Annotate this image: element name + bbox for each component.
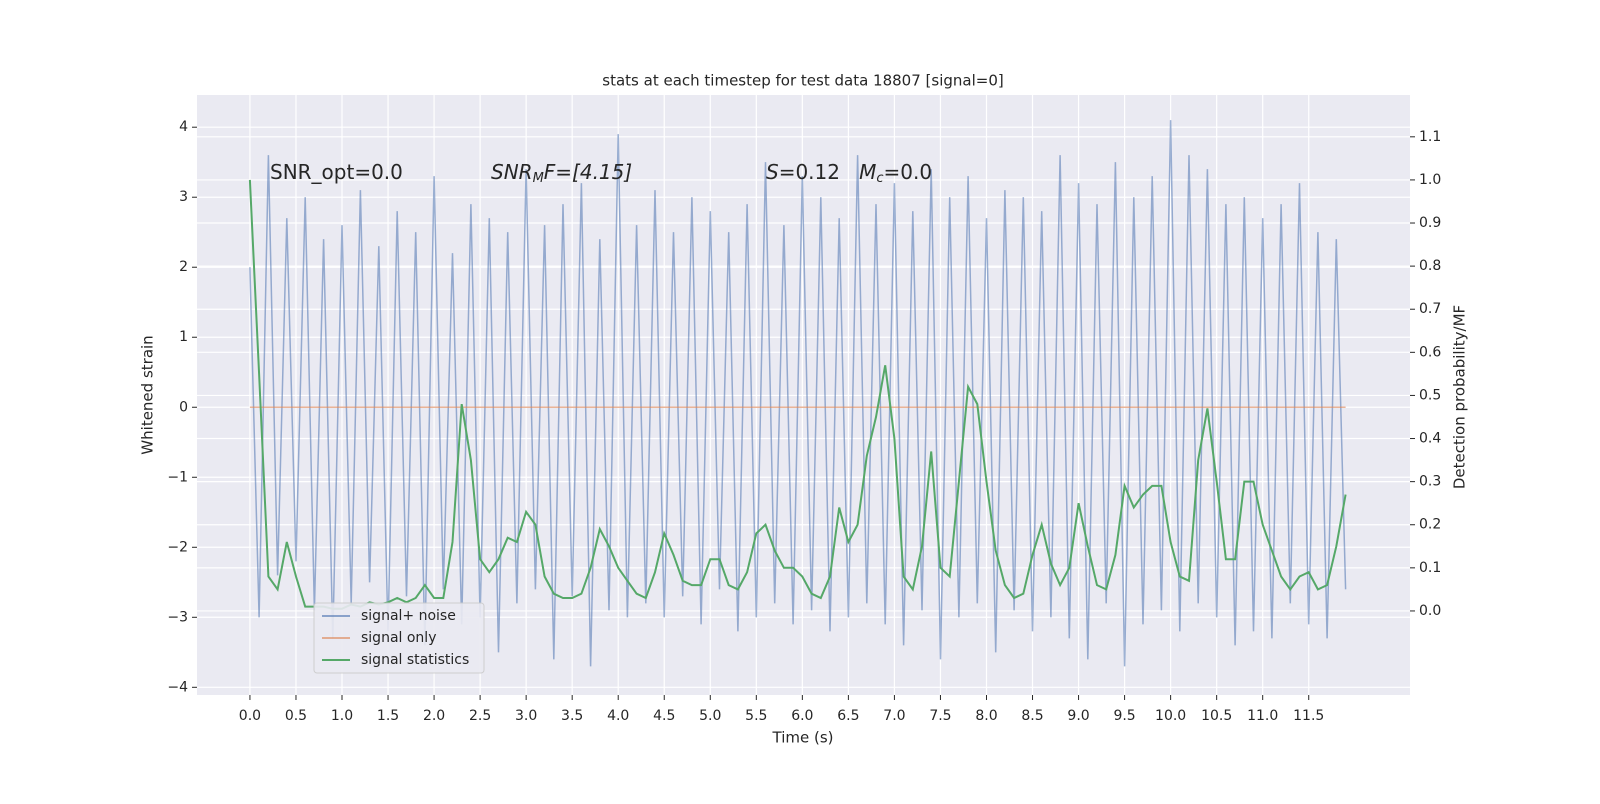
x-tick-label: 8.5 bbox=[1021, 708, 1043, 724]
y2-tick-label: 0.5 bbox=[1419, 387, 1441, 403]
x-tick-label: 9.5 bbox=[1113, 708, 1135, 724]
annotation-part: F=[4.15] bbox=[544, 160, 632, 184]
annotation-part: S bbox=[766, 160, 779, 184]
annotation-part: M bbox=[859, 160, 876, 184]
y2-tick-label: 0.2 bbox=[1419, 517, 1441, 533]
x-tick-label: 6.0 bbox=[791, 708, 813, 724]
x-tick-label: 9.0 bbox=[1067, 708, 1089, 724]
y-tick-label: 1 bbox=[179, 329, 188, 345]
annotation-part: c bbox=[876, 171, 883, 186]
x-tick-label: 11.5 bbox=[1293, 708, 1324, 724]
y-tick-label: −4 bbox=[167, 679, 188, 695]
x-axis-label: Time (s) bbox=[772, 729, 834, 747]
annotation: SNRMF=[4.15] bbox=[491, 160, 632, 186]
chart-title: stats at each timestep for test data 188… bbox=[602, 72, 1003, 90]
annotation-part: SNR_opt=0.0 bbox=[270, 160, 403, 184]
y2-tick-label: 0.7 bbox=[1419, 301, 1441, 317]
y-tick-label: 0 bbox=[179, 399, 188, 415]
y-tick-label: 4 bbox=[179, 119, 188, 135]
x-tick-label: 7.5 bbox=[929, 708, 951, 724]
x-tick-label: 10.5 bbox=[1201, 708, 1232, 724]
x-tick-label: 2.0 bbox=[423, 708, 445, 724]
series-line bbox=[248, 179, 1347, 610]
y-tick-label: −2 bbox=[167, 539, 188, 555]
legend-box bbox=[313, 602, 485, 674]
y-tick-label: −1 bbox=[167, 469, 188, 485]
y-tick-label: −3 bbox=[167, 609, 188, 625]
legend-label: signal only bbox=[361, 630, 436, 646]
annotation-part: SNR bbox=[491, 160, 533, 184]
annotation-part: M bbox=[533, 171, 544, 186]
y2-tick-label: 1.0 bbox=[1419, 172, 1441, 188]
x-tick-label: 0.5 bbox=[285, 708, 307, 724]
x-tick-label: 4.5 bbox=[653, 708, 675, 724]
x-tick-label: 5.0 bbox=[699, 708, 721, 724]
y-tick-label: 3 bbox=[179, 189, 188, 205]
x-tick-label: 11.0 bbox=[1247, 708, 1278, 724]
annotation: S=0.12 Mc=0.0 bbox=[766, 160, 932, 186]
y-axis-label: Whitened strain bbox=[139, 335, 157, 454]
x-tick-label: 2.5 bbox=[469, 708, 491, 724]
x-tick-label: 8.0 bbox=[975, 708, 997, 724]
legend: signal+ noise signal only signal statistic… bbox=[313, 602, 485, 674]
x-tick-label: 3.0 bbox=[515, 708, 537, 724]
x-tick-label: 7.0 bbox=[883, 708, 905, 724]
legend-label: signal+ noise bbox=[361, 608, 456, 624]
legend-label: signal statistics bbox=[361, 652, 469, 668]
y2-tick-label: 0.1 bbox=[1419, 560, 1441, 576]
x-tick-label: 4.0 bbox=[607, 708, 629, 724]
y2-tick-label: 0.6 bbox=[1419, 344, 1441, 360]
y2-tick-label: 0.8 bbox=[1419, 258, 1441, 274]
y-tick-label: 2 bbox=[179, 259, 188, 275]
x-tick-label: 6.5 bbox=[837, 708, 859, 724]
y2-tick-label: 0.4 bbox=[1419, 431, 1441, 447]
y2-tick-label: 0.0 bbox=[1419, 603, 1441, 619]
x-tick-label: 1.0 bbox=[331, 708, 353, 724]
y2-tick-label: 0.3 bbox=[1419, 474, 1441, 490]
x-tick-label: 10.0 bbox=[1155, 708, 1186, 724]
y2-tick-label: 1.1 bbox=[1419, 129, 1441, 145]
marks bbox=[248, 120, 1347, 667]
x-tick-label: 0.0 bbox=[239, 708, 261, 724]
y2-axis-label: Detection probability/MF bbox=[1451, 305, 1469, 489]
axes: 0.0 0.5 1.0 1.5 2.0 2.5 3.0 3.5 4.0 4.5 5.0 5.5 6.0 6… bbox=[167, 119, 1441, 724]
x-tick-label: 1.5 bbox=[377, 708, 399, 724]
series-line bbox=[249, 120, 1347, 667]
annotation-part: =0.12 bbox=[779, 160, 859, 184]
y2-tick-label: 0.9 bbox=[1419, 215, 1441, 231]
x-tick-label: 3.5 bbox=[561, 708, 583, 724]
annotation: SNR_opt=0.0 bbox=[270, 160, 403, 184]
x-tick-label: 5.5 bbox=[745, 708, 767, 724]
annotation-part: =0.0 bbox=[884, 160, 933, 184]
